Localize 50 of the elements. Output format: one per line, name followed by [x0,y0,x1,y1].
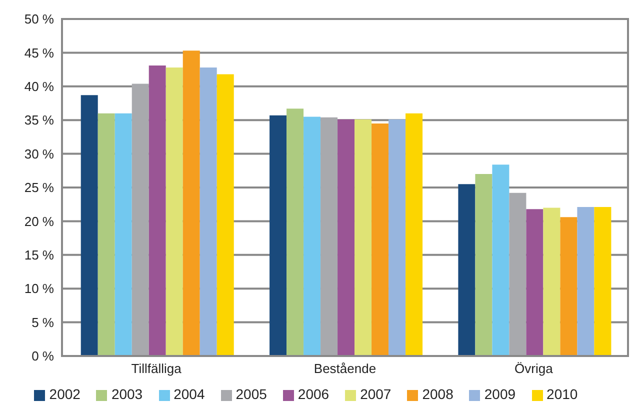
bar [388,119,406,356]
x-tick-label: Övriga [514,361,554,376]
bar [577,207,594,356]
bar [166,68,183,356]
y-tick-label: 10 % [24,281,54,296]
legend-label: 2004 [174,386,205,402]
y-tick-label: 15 % [24,248,54,263]
y-tick-label: 40 % [24,79,54,94]
legend-label: 2007 [360,386,392,402]
legend-label: 2002 [49,386,80,402]
y-tick-label: 0 % [32,348,54,364]
bar [458,184,476,356]
bar [182,50,200,356]
bar [80,95,98,356]
bar [216,74,234,356]
y-tick-label: 50 % [24,12,54,27]
bar [594,207,612,356]
bar [560,217,578,356]
bar [148,66,166,356]
bar [270,115,287,356]
bar [304,116,321,356]
y-tick-label: 25 % [24,180,54,196]
bar [475,174,492,356]
bar [286,108,304,356]
bar [406,113,423,356]
bar [114,113,132,356]
bar [200,68,217,356]
legend-label: 2008 [422,386,454,402]
bar [509,192,526,356]
bar [338,119,355,356]
x-tick-label: Bestående [314,361,376,376]
legend-label: 2010 [546,386,578,402]
y-tick-label: 45 % [24,45,54,60]
bar [492,164,510,356]
bar [320,117,338,356]
bar [354,119,372,356]
bar [98,113,115,356]
bar [543,208,560,356]
bar [132,84,149,356]
y-tick-label: 35 % [24,112,54,128]
x-tick-label: Tillfälliga [131,361,182,376]
legend-label: 2003 [111,386,143,402]
legend-label: 2006 [298,386,330,402]
y-tick-label: 20 % [24,214,54,229]
legend-label: 2005 [236,386,267,402]
bar [526,209,544,356]
legend-label: 2009 [484,386,516,402]
y-tick-label: 5 % [32,314,54,330]
bar [372,123,389,356]
y-tick-label: 30 % [24,146,54,162]
